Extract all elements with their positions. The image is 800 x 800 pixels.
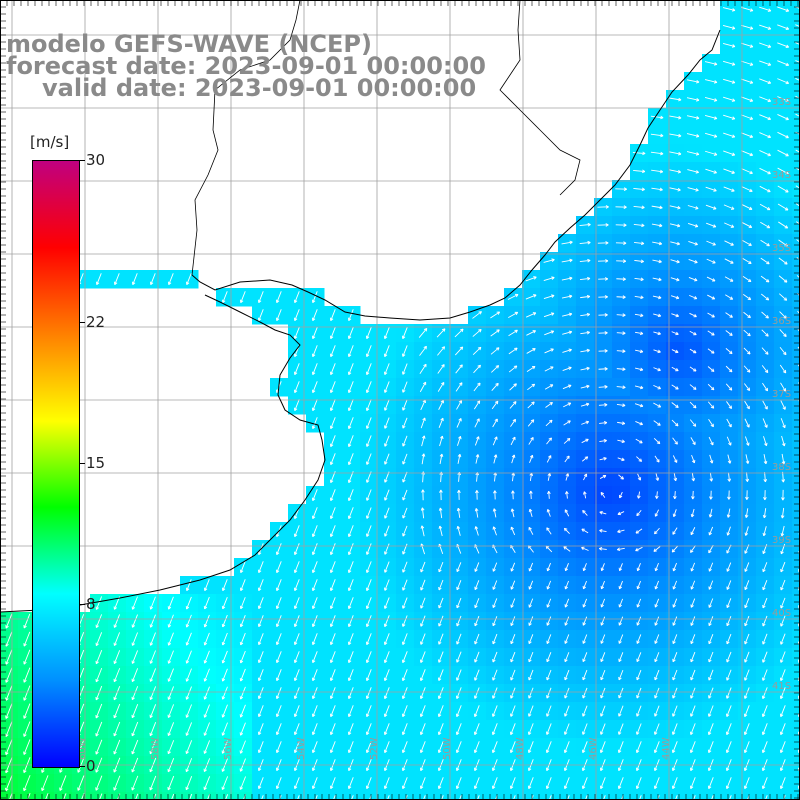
wind-cell <box>792 252 800 271</box>
colorbar-tick-label: 8 <box>86 595 96 614</box>
wind-cell <box>468 792 487 800</box>
wind-cell <box>378 792 397 800</box>
colorbar-tick-mark <box>79 463 85 464</box>
wind-cell <box>792 630 800 649</box>
wind-cell <box>792 594 800 613</box>
wind-cell <box>234 792 253 800</box>
longitude-label: 46W <box>588 737 599 760</box>
wind-cell <box>108 792 127 800</box>
wind-cell <box>126 792 145 800</box>
wind-cell <box>792 450 800 469</box>
wind-cell <box>792 666 800 685</box>
wind-cell <box>792 720 800 739</box>
wind-cell <box>90 792 109 800</box>
wind-cell <box>576 792 595 800</box>
colorbar-gradient <box>33 161 79 767</box>
wind-cell <box>486 792 505 800</box>
wind-cell <box>792 540 800 559</box>
longitude-label: 54W <box>296 737 307 760</box>
colorbar-tick-mark <box>79 766 85 767</box>
colorbar-tick-mark <box>79 160 85 161</box>
wind-cell <box>792 234 800 253</box>
longitude-label: 48W <box>515 737 526 760</box>
wind-cell <box>756 792 775 800</box>
wind-cell <box>702 792 721 800</box>
wind-cell <box>792 414 800 433</box>
wind-cell <box>792 576 800 595</box>
wind-cell <box>792 216 800 235</box>
colorbar-tick-label: 30 <box>86 151 106 169</box>
colorbar-tick-label: 15 <box>86 454 106 472</box>
longitude-label: 56W <box>223 737 234 760</box>
wind-cell <box>252 792 271 800</box>
wind-cell <box>0 792 19 800</box>
wind-cell <box>792 792 800 800</box>
wind-cell <box>594 792 613 800</box>
wind-cell <box>504 792 523 800</box>
wind-cell <box>720 792 739 800</box>
wind-cell <box>792 0 800 19</box>
latitude-label: 34S <box>772 170 791 181</box>
wind-cell <box>792 198 800 217</box>
longitude-label: 52W <box>369 737 380 760</box>
latitude-label: 38S <box>772 462 791 473</box>
wind-cell <box>738 792 757 800</box>
valid-date: valid date: 2023-09-01 00:00:00 <box>42 74 477 102</box>
wind-cell <box>450 792 469 800</box>
wind-cell <box>36 792 55 800</box>
wind-cell <box>792 360 800 379</box>
latitude-label: 41S <box>772 681 791 692</box>
wind-cell <box>792 504 800 523</box>
wind-cell <box>792 396 800 415</box>
wind-cell <box>360 792 379 800</box>
wind-cell <box>792 702 800 721</box>
wind-cell <box>630 792 649 800</box>
wind-cell <box>792 342 800 361</box>
colorbar-tick-label: 0 <box>86 757 96 775</box>
wind-cell <box>792 108 800 127</box>
latitude-label: 36S <box>772 316 791 327</box>
latitude-label: 33S <box>772 97 791 108</box>
latitude-label: 39S <box>772 535 791 546</box>
colorbar-tick-mark <box>79 604 85 606</box>
wind-cell <box>792 648 800 667</box>
wind-cell <box>162 792 181 800</box>
colorbar-units: [m/s] <box>30 133 70 151</box>
longitude-label: 50W <box>442 737 453 760</box>
colorbar-tick-label: 22 <box>86 312 106 331</box>
wind-cell <box>792 738 800 757</box>
wind-cell <box>540 792 559 800</box>
wind-cell <box>792 18 800 37</box>
wind-cell <box>792 522 800 541</box>
wind-cell <box>792 612 800 631</box>
wind-cell <box>324 792 343 800</box>
wind-cell <box>612 792 631 800</box>
colorbar-tick-mark <box>79 321 85 323</box>
latitude-label: 35S <box>772 243 791 254</box>
wind-cell <box>792 162 800 181</box>
wind-cell <box>792 486 800 505</box>
wind-cell <box>342 792 361 800</box>
wind-cell <box>792 36 800 55</box>
wind-cell <box>792 90 800 109</box>
longitude-label: 44W <box>661 737 672 760</box>
wind-cell <box>792 288 800 307</box>
latitude-label: 40S <box>772 608 791 619</box>
wind-cell <box>792 144 800 163</box>
wind-cell <box>792 72 800 91</box>
wind-cell <box>216 792 235 800</box>
wind-cell <box>792 270 800 289</box>
wind-cell <box>414 792 433 800</box>
wind-cell <box>198 792 217 800</box>
wind-cell <box>792 126 800 145</box>
latitude-label: 37S <box>772 389 791 400</box>
longitude-label: 58W <box>150 737 161 760</box>
wind-cell <box>792 324 800 343</box>
wind-cell <box>72 792 91 800</box>
wind-cell <box>792 378 800 397</box>
colorbar <box>32 160 80 768</box>
wind-cell <box>792 468 800 487</box>
